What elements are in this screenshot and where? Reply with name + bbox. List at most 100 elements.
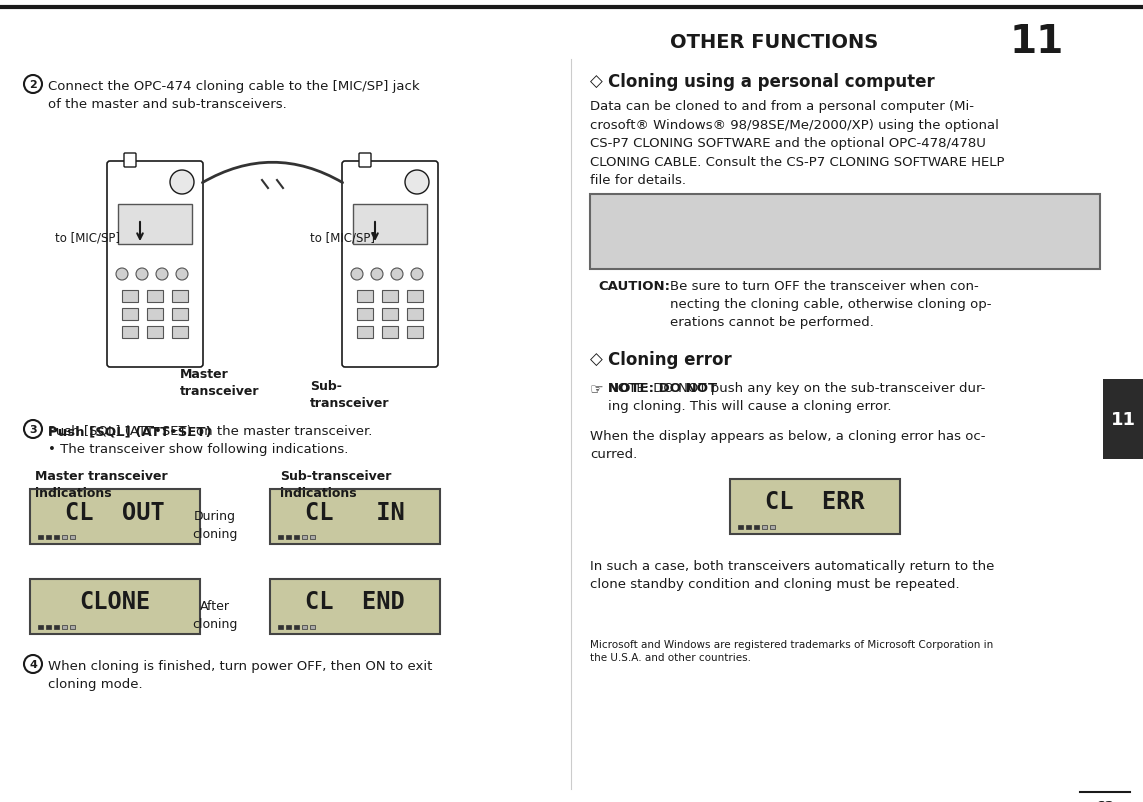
Bar <box>62 626 67 630</box>
Text: When the display appears as below, a cloning error has oc-
curred.: When the display appears as below, a clo… <box>590 429 985 460</box>
Text: 11: 11 <box>1111 411 1135 428</box>
Bar <box>171 309 187 321</box>
Text: During
cloning: During cloning <box>192 509 238 541</box>
Bar <box>1103 379 1143 460</box>
Text: 4: 4 <box>29 659 37 669</box>
Bar <box>278 535 283 539</box>
Bar <box>302 535 307 539</box>
Circle shape <box>351 269 363 281</box>
Bar <box>118 205 192 245</box>
Bar <box>353 205 427 245</box>
Text: Sub-transceiver
indications: Sub-transceiver indications <box>280 469 391 500</box>
Text: In such a case, both transceivers automatically return to the
clone standby cond: In such a case, both transceivers automa… <box>590 559 994 590</box>
Text: Push [SQL] (ATT•SET): Push [SQL] (ATT•SET) <box>48 424 211 437</box>
Bar <box>46 535 51 539</box>
FancyBboxPatch shape <box>342 162 438 367</box>
Text: to [MIC/SP]: to [MIC/SP] <box>310 231 375 244</box>
Circle shape <box>405 171 429 195</box>
Bar <box>357 309 373 321</box>
Bar <box>70 626 75 630</box>
Bar <box>147 290 163 302</box>
Bar <box>762 525 767 529</box>
Circle shape <box>371 269 383 281</box>
Bar <box>746 525 751 529</box>
Bar <box>590 195 1100 269</box>
Text: CL  END: CL END <box>305 589 405 614</box>
Bar <box>46 626 51 630</box>
Text: to [MIC/SP]: to [MIC/SP] <box>55 231 120 244</box>
Text: Master
transceiver: Master transceiver <box>179 367 259 398</box>
Bar <box>147 309 163 321</box>
Text: CL  OUT: CL OUT <box>65 500 165 524</box>
Bar <box>286 626 291 630</box>
Bar <box>310 626 315 630</box>
Text: Master transceiver
indications: Master transceiver indications <box>35 469 168 500</box>
Bar <box>62 535 67 539</box>
Circle shape <box>411 269 423 281</box>
FancyBboxPatch shape <box>359 154 371 168</box>
Bar <box>302 626 307 630</box>
Text: 3: 3 <box>30 424 37 435</box>
Text: Be sure to turn OFF the transceiver when con-
necting the cloning cable, otherwi: Be sure to turn OFF the transceiver when… <box>670 280 991 329</box>
Text: NOTE: DO NOT push any key on the sub-transceiver dur-
ing cloning. This will cau: NOTE: DO NOT push any key on the sub-tra… <box>608 382 985 412</box>
Text: After
cloning: After cloning <box>192 599 238 630</box>
Bar <box>38 626 43 630</box>
FancyBboxPatch shape <box>123 154 136 168</box>
Circle shape <box>391 269 403 281</box>
Bar <box>270 489 440 545</box>
Bar <box>70 535 75 539</box>
Bar <box>407 290 423 302</box>
Text: Sub-
transceiver: Sub- transceiver <box>310 379 390 410</box>
Bar <box>310 535 315 539</box>
Bar <box>382 326 398 338</box>
Bar <box>382 290 398 302</box>
Text: When cloning is finished, turn power OFF, then ON to exit
cloning mode.: When cloning is finished, turn power OFF… <box>48 659 432 691</box>
Text: Cloning error: Cloning error <box>608 350 732 369</box>
Text: NOTE: DO NOT: NOTE: DO NOT <box>608 382 717 395</box>
Text: Cloning using a personal computer: Cloning using a personal computer <box>608 73 935 91</box>
Bar <box>407 309 423 321</box>
Bar <box>730 480 900 534</box>
Text: ◇: ◇ <box>590 350 602 369</box>
Text: Microsoft and Windows are registered trademarks of Microsoft Corporation in
the : Microsoft and Windows are registered tra… <box>590 639 993 662</box>
Bar <box>38 535 43 539</box>
Text: 62: 62 <box>1095 799 1114 802</box>
Bar <box>294 626 299 630</box>
Bar <box>770 525 775 529</box>
Bar <box>294 535 299 539</box>
Bar <box>270 579 440 634</box>
Circle shape <box>170 171 194 195</box>
Text: OTHER FUNCTIONS: OTHER FUNCTIONS <box>670 32 878 51</box>
Bar <box>171 290 187 302</box>
Text: CLONE: CLONE <box>79 589 151 614</box>
Bar <box>122 290 138 302</box>
Text: 2: 2 <box>29 80 37 90</box>
Bar <box>30 579 200 634</box>
Circle shape <box>155 269 168 281</box>
Text: CL  ERR: CL ERR <box>765 490 865 514</box>
Bar <box>357 290 373 302</box>
Circle shape <box>176 269 187 281</box>
Bar <box>54 535 59 539</box>
Bar <box>278 626 283 630</box>
Bar <box>382 309 398 321</box>
Text: ☞: ☞ <box>590 382 604 396</box>
Text: Connect the OPC-474 cloning cable to the [MIC/SP] jack
of the master and sub-tra: Connect the OPC-474 cloning cable to the… <box>48 80 419 111</box>
Text: ◇: ◇ <box>590 73 602 91</box>
Text: 11: 11 <box>1010 23 1064 61</box>
Text: CL   IN: CL IN <box>305 500 405 524</box>
Text: Data can be cloned to and from a personal computer (Mi-
crosoft® Windows® 98/98S: Data can be cloned to and from a persona… <box>590 100 1005 187</box>
Bar <box>754 525 759 529</box>
Text: CAUTION:: CAUTION: <box>598 280 670 293</box>
Bar <box>30 489 200 545</box>
Text: Push [SQL] (ATT•SET) on the master transceiver.
• The transceiver show following: Push [SQL] (ATT•SET) on the master trans… <box>48 424 373 456</box>
Bar <box>122 326 138 338</box>
Circle shape <box>136 269 147 281</box>
Bar <box>54 626 59 630</box>
Bar <box>171 326 187 338</box>
Bar <box>357 326 373 338</box>
Bar <box>286 535 291 539</box>
Circle shape <box>115 269 128 281</box>
FancyBboxPatch shape <box>107 162 203 367</box>
Bar <box>122 309 138 321</box>
